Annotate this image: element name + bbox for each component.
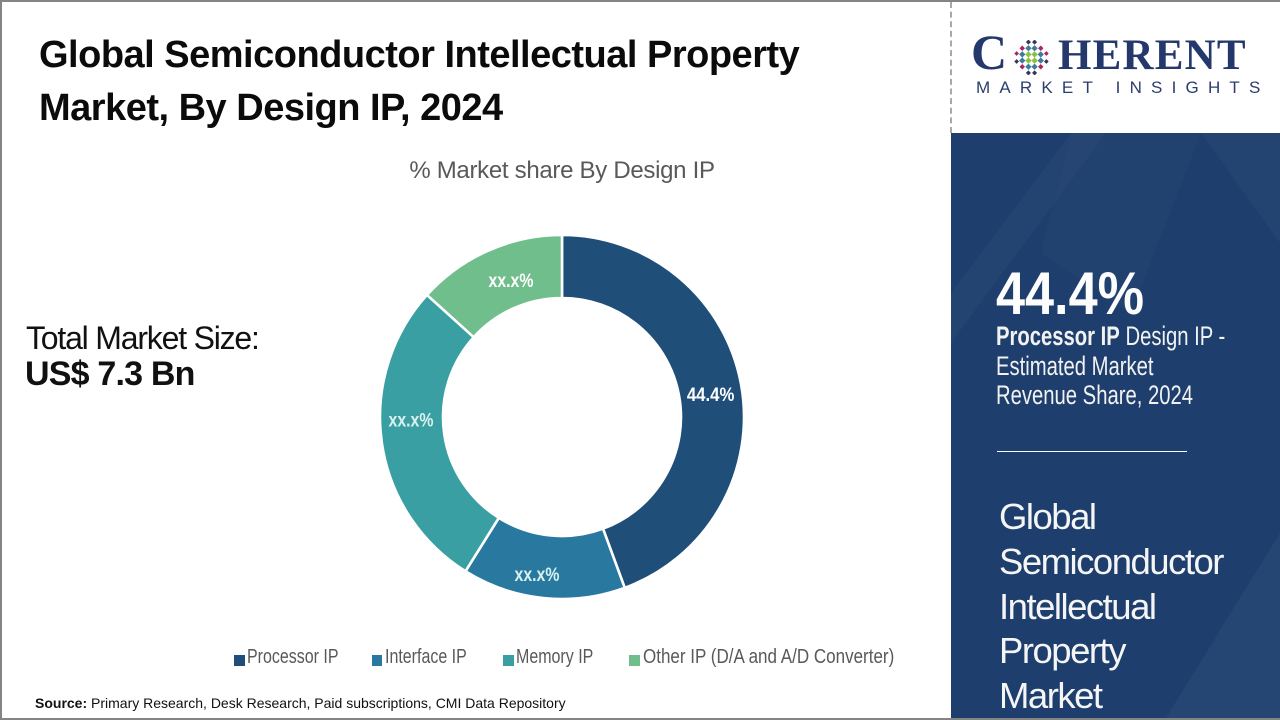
svg-text:44.4%: 44.4% — [687, 384, 735, 406]
svg-text:xx.x%: xx.x% — [489, 270, 534, 292]
svg-text:xx.x%: xx.x% — [389, 409, 434, 431]
svg-text:xx.x%: xx.x% — [515, 564, 560, 586]
